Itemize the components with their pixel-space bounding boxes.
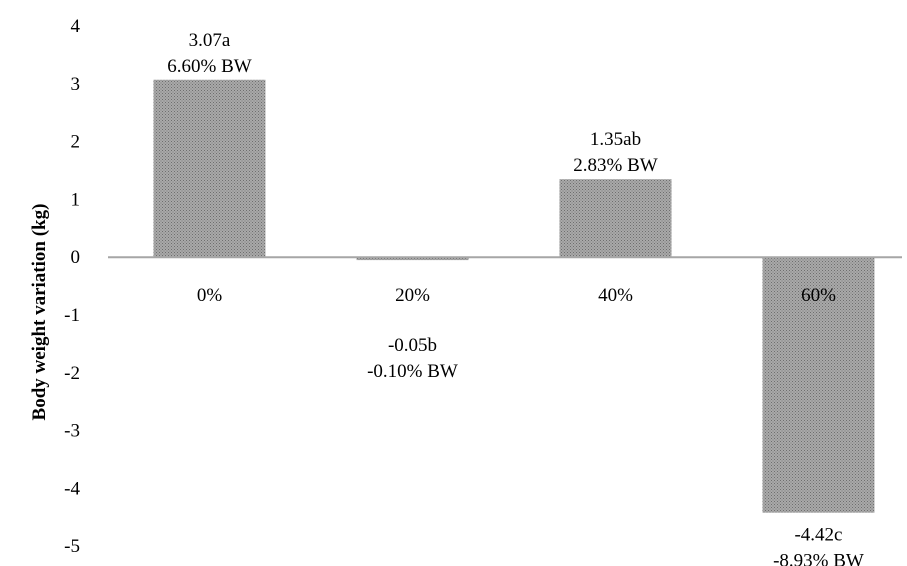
data-labels: 3.07a 6.60% BW -0.05b -0.10% BW 1.35ab 2.83% …	[167, 30, 864, 566]
y-tick-label: -1	[64, 305, 80, 326]
y-tick-label: 4	[71, 16, 81, 37]
data-label: 6.60% BW	[167, 56, 252, 77]
category-labels: 0% 20% 40% 60%	[197, 285, 836, 306]
bar	[559, 179, 672, 258]
data-label: 2.83% BW	[573, 155, 658, 176]
y-axis-title: Body weight variation (kg)	[29, 204, 50, 421]
y-tick-label: 0	[71, 247, 81, 268]
y-tick-label: -2	[64, 363, 80, 384]
y-tick-label: 3	[71, 74, 81, 95]
y-tick-label: 2	[71, 132, 81, 153]
data-label: 3.07a	[189, 30, 231, 51]
data-label: -0.10% BW	[367, 361, 458, 382]
y-axis-ticks: 4 3 2 1 0 -1 -2 -3 -4 -5	[64, 16, 80, 557]
category-label: 60%	[801, 285, 836, 306]
category-label: 40%	[598, 285, 633, 306]
data-label: -8.93% BW	[773, 551, 864, 566]
y-tick-label: -5	[64, 536, 80, 557]
data-label: -0.05b	[388, 335, 437, 356]
bar	[153, 79, 266, 258]
category-label: 0%	[197, 285, 223, 306]
y-tick-label: -4	[64, 478, 80, 499]
bar	[762, 257, 875, 513]
bars	[153, 79, 875, 513]
bar	[356, 257, 469, 261]
y-tick-label: -3	[64, 421, 80, 442]
data-label: -4.42c	[794, 525, 842, 546]
category-label: 20%	[395, 285, 430, 306]
y-tick-label: 1	[71, 189, 81, 210]
data-label: 1.35ab	[590, 129, 641, 150]
